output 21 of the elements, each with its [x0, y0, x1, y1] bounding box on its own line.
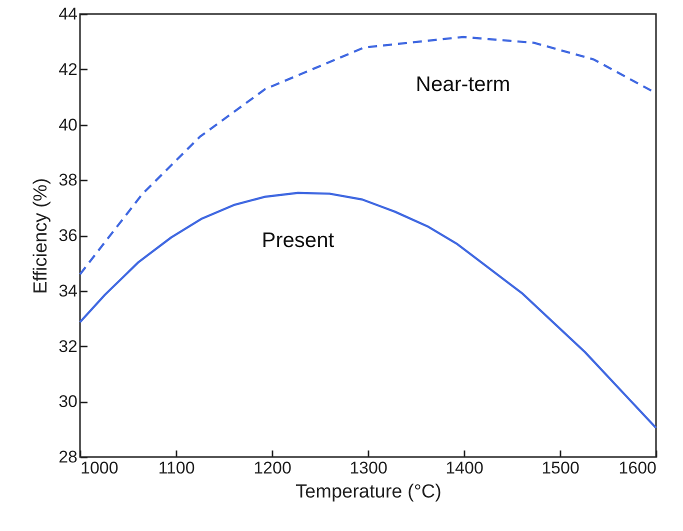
- x-tick-label: 1100: [158, 458, 195, 478]
- y-tick-label: 36: [58, 226, 78, 245]
- line-series: [78, 192, 658, 430]
- x-tick-label: 1600: [618, 458, 656, 478]
- series-label: Near-term: [416, 72, 510, 96]
- y-tick-label: 44: [58, 4, 78, 24]
- y-tick-label: 30: [58, 392, 78, 412]
- y-tick-label: 32: [58, 336, 78, 356]
- y-axis-title: Efficiency (%): [30, 178, 52, 294]
- y-tick-label: 42: [58, 60, 78, 79]
- series-label: Present: [262, 228, 334, 252]
- x-axis-title: Temperature (°C): [296, 482, 442, 502]
- y-tick-label: 38: [58, 170, 78, 190]
- x-tick-label: 1300: [350, 458, 388, 478]
- x-tick-label: 1500: [542, 458, 580, 478]
- x-tick-label: 1200: [254, 458, 292, 478]
- x-tick-label: 1400: [446, 458, 484, 478]
- y-tick-label: 28: [58, 448, 78, 466]
- x-tick-label: 1000: [80, 458, 118, 478]
- y-tick-label: 34: [58, 281, 78, 300]
- y-tick-label: 40: [58, 115, 78, 134]
